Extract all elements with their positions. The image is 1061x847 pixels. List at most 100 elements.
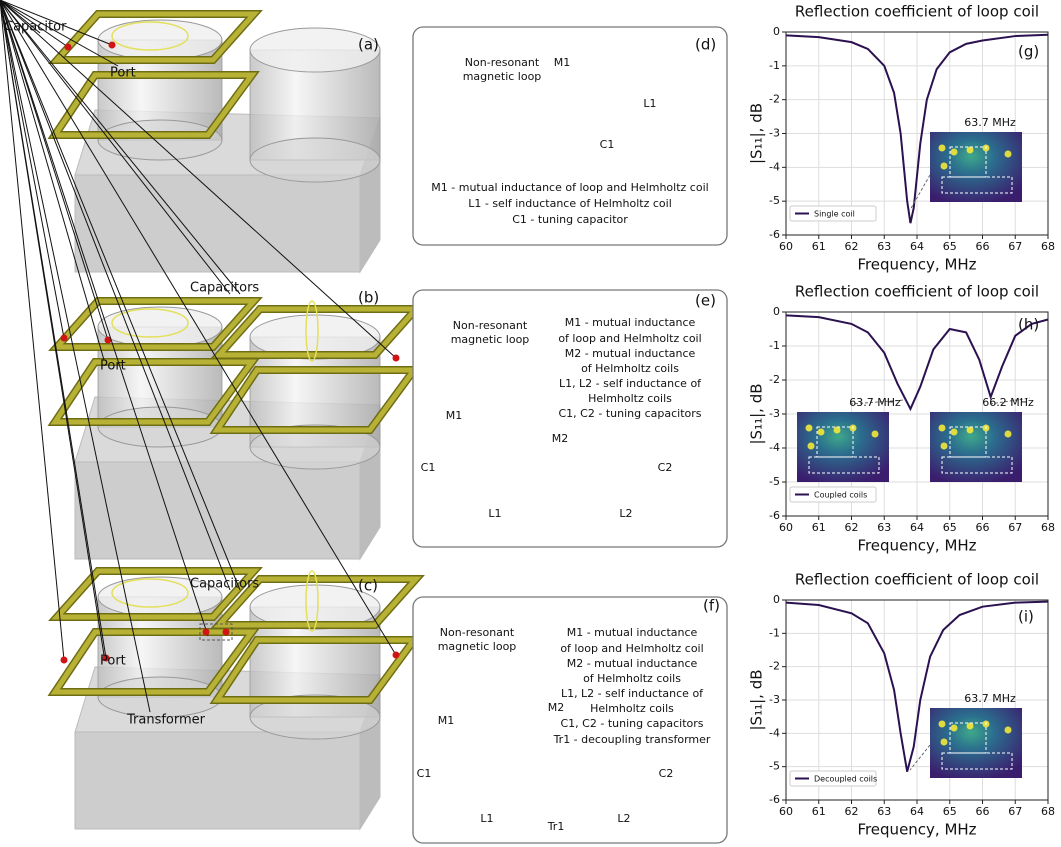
y-tick-label: -5 (769, 475, 780, 488)
field-hotspot (941, 739, 948, 746)
field-hotspot (941, 163, 948, 170)
panel-tag: (c) (358, 577, 378, 595)
y-axis-label: |S₁₁|, dB (748, 383, 766, 444)
x-tick-label: 60 (779, 240, 793, 253)
component-label: L2 (619, 507, 632, 520)
leader-line (0, 0, 64, 338)
field-hotspot (939, 721, 946, 728)
x-tick-label: 64 (910, 521, 924, 534)
x-tick-label: 66 (976, 805, 990, 818)
y-tick-label: -4 (769, 726, 780, 739)
component-label: M1 (438, 714, 455, 727)
leader-line (0, 0, 104, 655)
panel-tag: (i) (1018, 608, 1034, 626)
field-hotspot (967, 427, 974, 434)
y-tick-label: -1 (769, 626, 780, 639)
y-tick-label: 0 (773, 305, 780, 318)
port-dot (61, 657, 68, 664)
render-label: Port (110, 66, 136, 81)
y-tick-label: -4 (769, 160, 780, 173)
legend-line: M2 - mutual inductance (567, 657, 698, 670)
y-tick-label: -5 (769, 760, 780, 773)
x-tick-label: 68 (1041, 805, 1055, 818)
panel-tag: (e) (695, 292, 716, 310)
field-hotspot (951, 725, 958, 732)
port-dot (393, 652, 400, 659)
field-hotspot (1005, 727, 1012, 734)
legend-label: Single coil (814, 210, 855, 219)
y-tick-label: -1 (769, 59, 780, 72)
loop-label: Non-resonant (440, 626, 515, 639)
component-label: C2 (659, 767, 674, 780)
component-label: M2 (548, 701, 565, 714)
x-tick-label: 68 (1041, 240, 1055, 253)
y-axis-label: |S₁₁|, dB (748, 103, 766, 164)
port-dot (109, 42, 116, 49)
legend-line: L1, L2 - self inductance of (561, 687, 704, 700)
cylinder-bottom (98, 407, 222, 447)
field-hotspot (818, 429, 825, 436)
x-axis-label: Frequency, MHz (857, 256, 976, 274)
block-front (75, 732, 360, 829)
page: Loop coil figure {"render_panels": [ {"t… (0, 0, 1061, 847)
render-label: Port (100, 359, 126, 374)
y-tick-label: -2 (769, 660, 780, 673)
legend-line: C1 - tuning capacitor (512, 213, 628, 226)
legend-line: L1 - self inductance of Helmholtz coil (468, 197, 672, 210)
legend-line: M1 - mutual inductance (565, 316, 696, 329)
block-front (75, 462, 360, 559)
chart-title: Reflection coefficient of loop coil (795, 283, 1039, 301)
x-axis-label: Frequency, MHz (857, 821, 976, 839)
y-tick-label: -2 (769, 373, 780, 386)
legend-label: Decoupled coils (814, 775, 877, 784)
legend-line: Tr1 - decoupling transformer (553, 733, 711, 746)
loop-label: magnetic loop (438, 640, 517, 653)
x-tick-label: 62 (845, 240, 859, 253)
field-hotspot (967, 723, 974, 730)
component-label: M1 (446, 409, 463, 422)
y-axis-label: |S₁₁|, dB (748, 669, 766, 730)
field-hotspot (939, 425, 946, 432)
field-hotspot (872, 431, 879, 438)
legend-line: M1 - mutual inductance (567, 626, 698, 639)
loop-label: Non-resonant (465, 56, 540, 69)
x-tick-label: 65 (943, 521, 957, 534)
x-tick-label: 66 (976, 240, 990, 253)
component-label: L1 (480, 812, 493, 825)
loop-label: magnetic loop (463, 70, 542, 83)
panel-tag: (g) (1018, 43, 1039, 61)
cylinder-bottom (98, 677, 222, 717)
x-tick-label: 63 (877, 805, 891, 818)
render-label: Port (100, 654, 126, 669)
y-tick-label: -5 (769, 194, 780, 207)
chart-title: Reflection coefficient of loop coil (795, 3, 1039, 21)
field-hotspot (939, 145, 946, 152)
x-tick-label: 63 (877, 240, 891, 253)
x-tick-label: 62 (845, 805, 859, 818)
page-body: Capacitor Port (a) Capacitors Port (b) C… (0, 0, 1061, 847)
x-tick-label: 64 (910, 240, 924, 253)
legend-label: Coupled coils (814, 491, 867, 500)
legend-line: of Helmholtz coils (581, 362, 679, 375)
y-tick-label: -2 (769, 93, 780, 106)
cylinder-top (98, 307, 222, 347)
legend-line: of loop and Helmholtz coil (558, 332, 701, 345)
component-label: C2 (658, 461, 673, 474)
field-hotspot (1005, 151, 1012, 158)
legend-line: Helmholtz coils (590, 702, 674, 715)
x-axis-label: Frequency, MHz (857, 537, 976, 555)
field-hotspot (941, 443, 948, 450)
legend-line: C1, C2 - tuning capacitors (559, 407, 702, 420)
y-tick-label: 0 (773, 593, 780, 606)
figure: Capacitor Port (a) Capacitors Port (b) C… (0, 0, 1061, 847)
legend-line: C1, C2 - tuning capacitors (561, 717, 704, 730)
x-tick-label: 68 (1041, 521, 1055, 534)
x-tick-label: 65 (943, 805, 957, 818)
x-tick-label: 67 (1008, 805, 1022, 818)
inset-label: 63.7 MHz (849, 396, 901, 409)
port-dot (393, 355, 400, 362)
component-label: C1 (421, 461, 436, 474)
x-tick-label: 63 (877, 521, 891, 534)
component-label: L1 (488, 507, 501, 520)
component-label: M2 (552, 432, 569, 445)
